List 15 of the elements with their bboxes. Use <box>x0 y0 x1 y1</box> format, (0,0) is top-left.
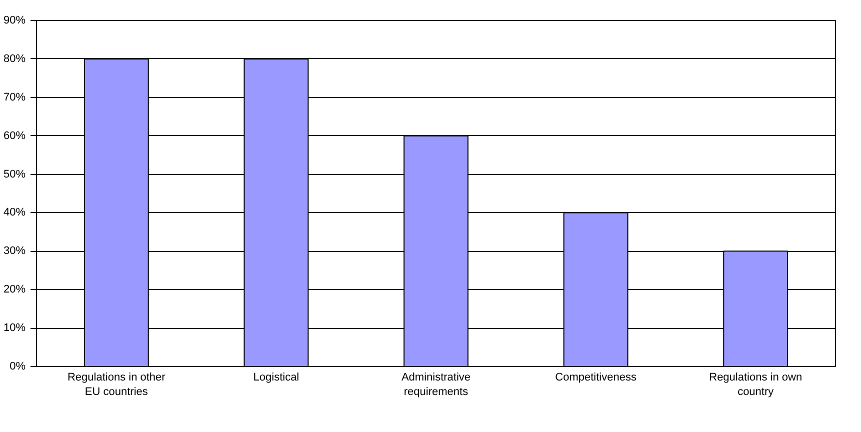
x-tick-label: Administrative requirements <box>401 372 471 398</box>
y-tick-label: 70% <box>3 91 26 104</box>
x-tick-label: Regulations in other EU countries <box>67 372 166 398</box>
x-tick-label: Competitiveness <box>555 372 637 384</box>
x-tick-label: Regulations in own country <box>709 372 802 398</box>
y-tick-label: 50% <box>3 168 26 180</box>
y-tick-label: 30% <box>3 245 26 258</box>
y-tick-label: 10% <box>3 322 26 334</box>
y-tick-label: 20% <box>3 284 26 296</box>
y-tick-label: 80% <box>3 52 26 65</box>
y-tick-label: 40% <box>3 206 26 219</box>
x-tick-label: Logistical <box>253 372 300 384</box>
y-tick-label: 60% <box>3 130 26 142</box>
y-tick-label: 90% <box>3 14 26 26</box>
y-tick-label: 0% <box>10 360 26 372</box>
